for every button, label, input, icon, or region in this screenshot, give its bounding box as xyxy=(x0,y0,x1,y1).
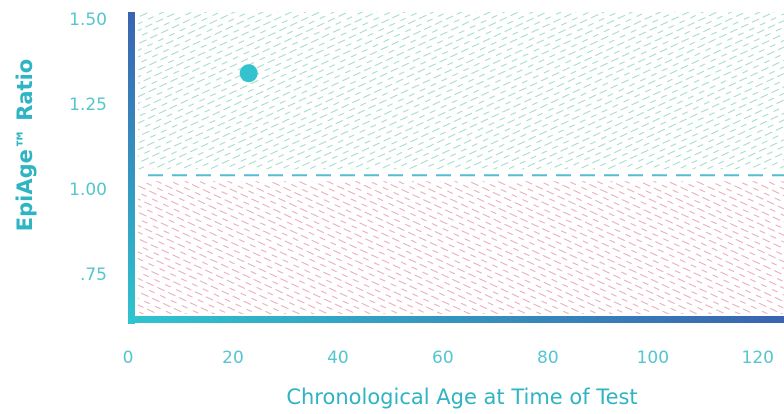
above-threshold-zone xyxy=(138,12,784,170)
x-axis-line xyxy=(128,316,784,323)
x-tick-label: 60 xyxy=(432,348,454,368)
x-axis-ticks: 0 20 40 60 80 100 120 xyxy=(123,348,774,368)
y-tick-label: 1.25 xyxy=(69,95,107,115)
y-tick-label: .75 xyxy=(80,265,107,285)
data-points xyxy=(239,64,258,83)
x-tick-label: 120 xyxy=(742,348,774,368)
x-tick-label: 0 xyxy=(123,348,134,368)
y-tick-label: 1.00 xyxy=(69,180,107,200)
y-tick-label: 1.50 xyxy=(69,10,107,30)
y-axis-ticks: .75 1.00 1.25 1.50 xyxy=(69,10,107,285)
x-tick-label: 100 xyxy=(637,348,669,368)
x-tick-label: 20 xyxy=(222,348,244,368)
data-point xyxy=(239,64,258,83)
y-axis-line xyxy=(128,12,135,324)
x-axis-title: Chronological Age at Time of Test xyxy=(286,385,637,409)
x-tick-label: 40 xyxy=(327,348,349,368)
y-axis-title: EpiAge™ Ratio xyxy=(13,59,37,231)
x-tick-label: 80 xyxy=(537,348,559,368)
below-threshold-zone xyxy=(138,181,784,314)
